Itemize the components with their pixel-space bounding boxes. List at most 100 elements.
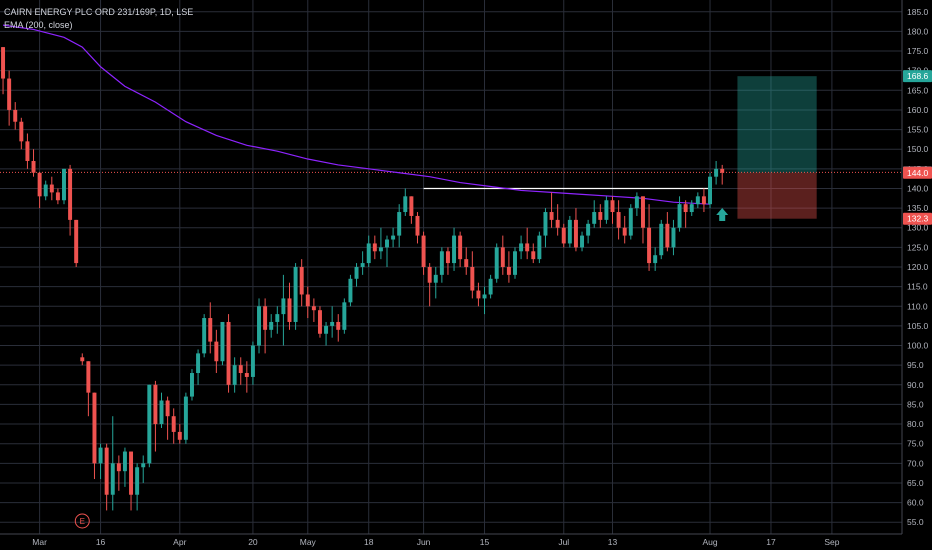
candle <box>573 208 578 252</box>
candle <box>214 329 219 374</box>
grid-lines <box>0 0 902 534</box>
candle-body <box>31 160 36 173</box>
candle-body <box>689 204 694 213</box>
candle-body <box>378 247 383 252</box>
candle <box>720 164 725 185</box>
candle-body <box>74 219 79 264</box>
candle <box>695 192 700 209</box>
candle <box>104 443 109 511</box>
candle <box>183 392 188 444</box>
y-tick-label: 130.0 <box>907 223 929 233</box>
candle-body <box>129 451 134 495</box>
candle-body <box>677 204 682 228</box>
candle-body <box>92 392 97 464</box>
candle <box>171 408 176 444</box>
candle <box>153 380 158 452</box>
candle-body <box>543 212 548 236</box>
candle-body <box>220 321 225 362</box>
candle-body <box>580 235 585 248</box>
candle-body <box>427 267 432 283</box>
symbol-title[interactable]: CAIRN ENERGY PLC ORD 231/169P, 1D, LSE <box>4 7 194 17</box>
x-tick-label: 15 <box>480 537 490 547</box>
candle-body <box>519 243 524 252</box>
candle <box>537 231 542 264</box>
candle-body <box>525 243 530 252</box>
candle <box>519 235 524 260</box>
price-label-text: 132.3 <box>907 214 929 224</box>
candle <box>62 168 66 205</box>
candle-body <box>653 255 658 264</box>
candle-body <box>43 184 48 197</box>
candle <box>116 455 121 491</box>
price-label: 168.6 <box>903 70 932 83</box>
candle-body <box>500 247 505 267</box>
earnings-marker-icon <box>74 513 90 529</box>
candle-body <box>293 267 298 322</box>
candle-body <box>573 219 578 248</box>
candle <box>177 424 182 444</box>
candle-body <box>244 373 249 377</box>
candle-body <box>86 361 91 393</box>
candle-body <box>62 168 66 201</box>
candle-body <box>628 208 633 236</box>
candle-body <box>275 314 280 322</box>
candle-body <box>342 302 347 330</box>
ema-line <box>2 24 711 205</box>
candle-body <box>598 212 603 220</box>
candle-body <box>604 200 609 220</box>
candle <box>476 282 481 307</box>
candle <box>49 176 54 201</box>
candle-body <box>616 212 621 228</box>
candle-body <box>366 243 371 264</box>
chart-legend: CAIRN ENERGY PLC ORD 231/169P, 1D, LSE E… <box>4 6 193 32</box>
candle <box>397 204 402 248</box>
candle <box>159 392 164 428</box>
x-tick-label: Jul <box>558 537 569 547</box>
candle <box>354 263 359 287</box>
candle <box>433 267 438 299</box>
target-zone <box>737 76 817 173</box>
candle-body <box>68 168 73 220</box>
candle <box>189 369 194 401</box>
candle-body <box>287 298 292 322</box>
candle <box>25 133 30 169</box>
candle <box>653 247 658 271</box>
candle-body <box>714 168 719 177</box>
candle-body <box>695 196 700 205</box>
candle-body <box>610 200 615 213</box>
candle-body <box>354 267 359 279</box>
candle <box>464 247 469 275</box>
candle-body <box>116 463 121 472</box>
candle-body <box>104 447 109 495</box>
candle-body <box>397 212 402 236</box>
candle-body <box>409 196 414 216</box>
candle <box>37 172 42 209</box>
x-tick-label: 18 <box>364 537 374 547</box>
candle <box>683 200 688 228</box>
candle-body <box>55 192 60 201</box>
candle <box>385 235 389 267</box>
candle <box>317 306 322 338</box>
y-tick-label: 65.0 <box>907 478 924 488</box>
candle-body <box>226 321 231 385</box>
candle-body <box>720 168 725 173</box>
candle <box>342 298 347 334</box>
indicator-title[interactable]: EMA (200, close) <box>4 20 73 30</box>
candle <box>647 204 652 271</box>
candle <box>1 47 6 95</box>
candle-body <box>202 318 207 354</box>
y-tick-label: 105.0 <box>907 321 929 331</box>
candle-body <box>555 219 560 228</box>
candle-body <box>683 204 688 213</box>
candle-body <box>165 400 170 417</box>
candle-body <box>189 373 194 397</box>
candle <box>378 227 383 260</box>
candle <box>372 235 377 260</box>
candle-body <box>324 325 329 334</box>
candle <box>488 274 493 299</box>
y-tick-label: 75.0 <box>907 439 924 449</box>
price-label: 144.0 <box>903 166 932 179</box>
candle-body <box>482 294 487 299</box>
